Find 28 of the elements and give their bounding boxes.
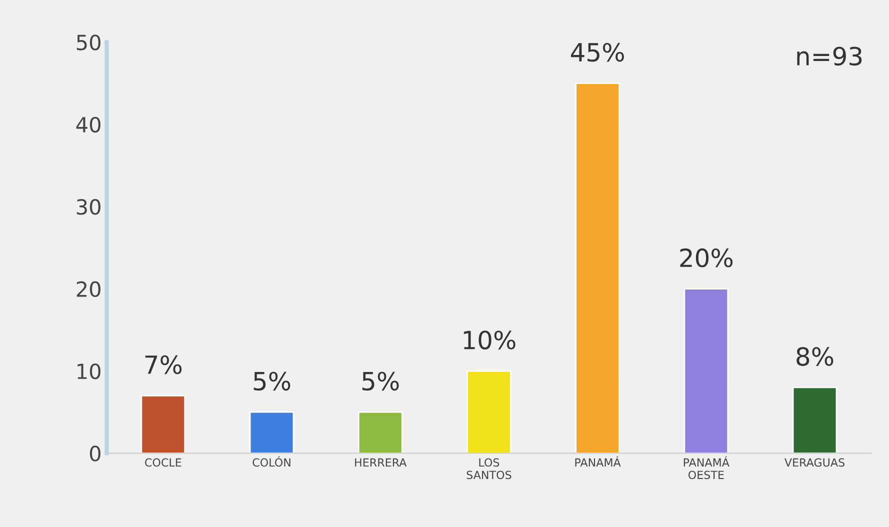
- data-label: 10%: [464, 330, 516, 350]
- x-tick-label: LOS SANTOS: [466, 458, 512, 480]
- bar: [249, 411, 294, 454]
- bar: [358, 411, 403, 454]
- x-tick-label: PANAMÁ OESTE: [684, 456, 730, 480]
- annotation: n=93: [797, 46, 862, 66]
- x-tick-label: HERRERA: [355, 458, 407, 467]
- data-label: 45%: [570, 42, 624, 62]
- data-label: 8%: [796, 347, 834, 366]
- y-tick-label: 40: [76, 116, 100, 133]
- x-tick-label: PANAMÁ: [575, 456, 621, 467]
- x-tick-label: COCLE: [145, 458, 182, 467]
- bar: [575, 82, 620, 454]
- bar: [684, 288, 729, 454]
- bar: [140, 394, 186, 454]
- bar: [466, 370, 512, 454]
- y-tick-label: 0: [90, 446, 100, 462]
- data-label: 20%: [680, 248, 733, 268]
- data-label: 7%: [145, 355, 182, 374]
- y-tick-label: 30: [76, 199, 100, 215]
- x-tick-label: COLÓN: [252, 456, 290, 467]
- data-label: 5%: [254, 372, 290, 391]
- x-tick-label: VERAGUAS: [784, 458, 844, 467]
- y-tick-label: 50: [76, 34, 100, 50]
- bar: [792, 386, 838, 454]
- y-tick-label: 10: [78, 363, 100, 380]
- data-label: 5%: [362, 372, 399, 391]
- y-tick-label: 20: [76, 281, 100, 298]
